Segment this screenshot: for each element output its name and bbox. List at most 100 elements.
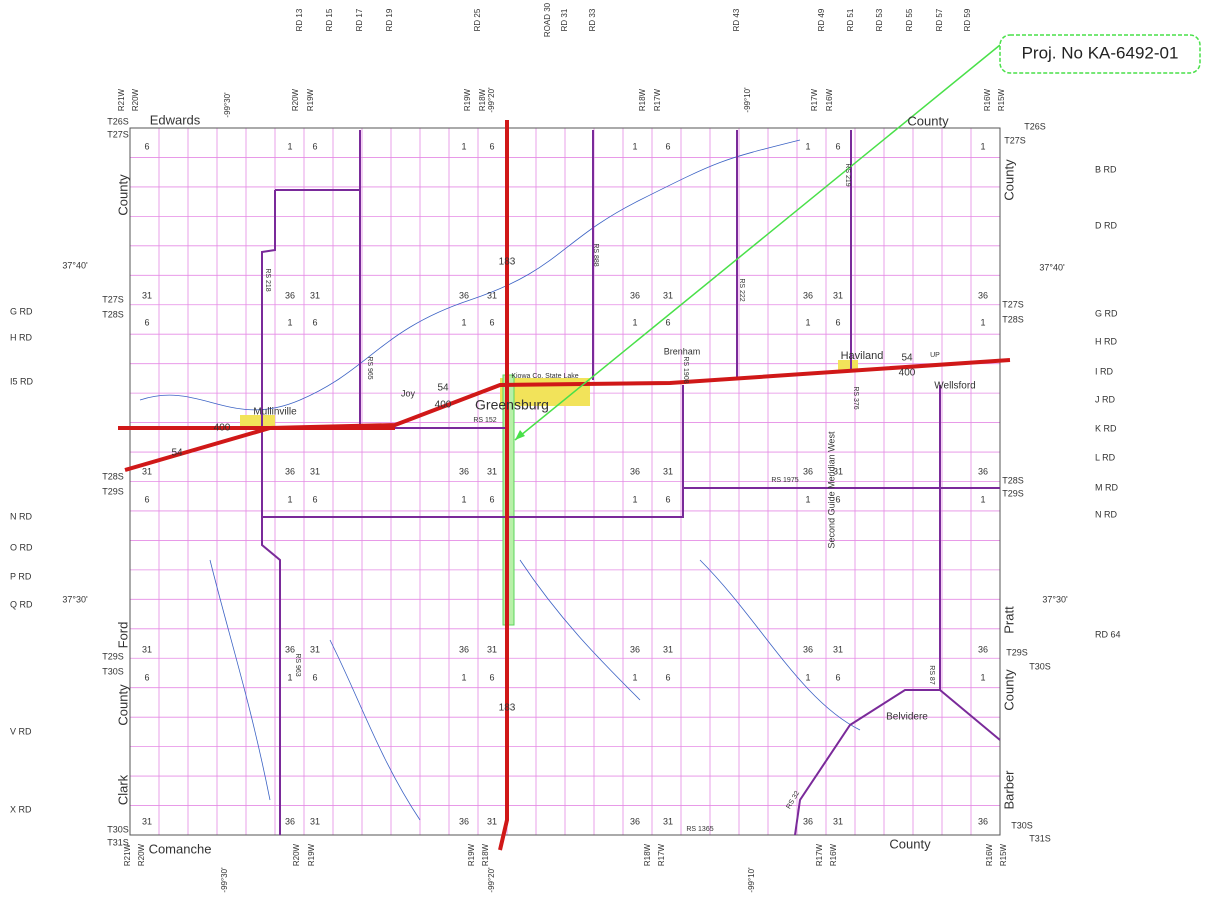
section-number: 31 [487, 644, 497, 654]
section-number: 31 [310, 644, 320, 654]
section-number: 6 [665, 672, 670, 682]
range: R16W [829, 843, 838, 866]
section-number: 36 [978, 466, 988, 476]
road-name: RD 25 [473, 8, 482, 31]
route-label: RS 152 [473, 417, 496, 424]
section-number: 36 [459, 466, 469, 476]
route-label: UP [930, 352, 940, 359]
section-number: 31 [142, 290, 152, 300]
road-name: RD 59 [963, 8, 972, 31]
road-name: M RD [1095, 482, 1118, 492]
section-number: 6 [665, 317, 670, 327]
section-number: 36 [285, 816, 295, 826]
creek [209, 559, 861, 821]
section-number: 1 [980, 141, 985, 151]
route-label: RS 1908 [682, 356, 689, 383]
route-shield: 400 [214, 423, 231, 434]
county-name: County [115, 684, 130, 726]
road-name: I RD [1095, 366, 1114, 376]
road-name: RD 31 [560, 8, 569, 31]
route-label: RS 963 [294, 653, 301, 676]
road-name: J RD [1095, 394, 1116, 404]
section-number: 1 [980, 494, 985, 504]
route-shield: 400 [899, 368, 916, 379]
county-name: Edwards [150, 112, 201, 127]
section-number: 31 [663, 816, 673, 826]
section-number: 1 [287, 672, 292, 682]
road-name: G RD [10, 306, 33, 316]
county-name: County [1001, 669, 1016, 711]
road-name: B RD [1095, 164, 1117, 174]
route-label: RS 87 [928, 665, 935, 685]
section-number: 36 [459, 816, 469, 826]
route-label: RS 1975 [771, 477, 798, 484]
section-number: 31 [833, 816, 843, 826]
road-name: RD 33 [588, 8, 597, 31]
range: R18W [638, 88, 647, 111]
range: R20W [137, 843, 146, 866]
longitude: -99°30' [223, 92, 232, 118]
section-number: 6 [312, 317, 317, 327]
section-number: 31 [487, 290, 497, 300]
section-number: 36 [285, 290, 295, 300]
section-number: 1 [805, 141, 810, 151]
section-number: 31 [310, 290, 320, 300]
section-number: 6 [835, 672, 840, 682]
section-number: 6 [144, 141, 149, 151]
arrowhead [515, 430, 525, 440]
road-name: RD 19 [385, 8, 394, 31]
latitude: 37°40' [62, 260, 88, 270]
route-shield: 54 [901, 353, 913, 364]
road-name: H RD [10, 332, 32, 342]
route-label: RS 219 [844, 163, 851, 186]
section-number: 31 [310, 816, 320, 826]
range: R17W [810, 88, 819, 111]
leader-line [514, 44, 1001, 441]
feature-label: Kiowa Co. State Lake [511, 373, 578, 380]
town-area [240, 415, 275, 429]
range: R18W [481, 843, 490, 866]
road-name: N RD [10, 511, 32, 521]
labels: RD 13 RD 15 RD 17 RD 19 RD 25 ROAD 30 RD 31 RD … [10, 2, 1121, 892]
town-name: Greensburg [475, 397, 549, 413]
section-number: 36 [459, 644, 469, 654]
county-name: Comanche [149, 841, 212, 856]
road-name: RD 13 [295, 8, 304, 31]
township: T28S [1002, 475, 1024, 485]
section-number: 31 [310, 466, 320, 476]
township: T27S [1004, 135, 1026, 145]
section-number: 31 [833, 466, 843, 476]
range: R19W [306, 88, 315, 111]
section-number: 36 [285, 466, 295, 476]
town-name: Haviland [841, 350, 884, 362]
range: R20W [291, 88, 300, 111]
road-name: RD 64 [1095, 629, 1121, 639]
section-number: 6 [312, 141, 317, 151]
feature-label: Second Guide Meridian West [826, 431, 836, 548]
county-name: Barber [1001, 770, 1016, 810]
section-number: 36 [630, 290, 640, 300]
map-frame [129, 127, 1001, 836]
road-name: L RD [1095, 452, 1116, 462]
road-name: RD 43 [732, 8, 741, 31]
range: R16W [985, 843, 994, 866]
section-number: 6 [665, 494, 670, 504]
township: T30S [102, 666, 124, 676]
section-number: 1 [632, 317, 637, 327]
section-number: 36 [285, 644, 295, 654]
township: T28S [102, 471, 124, 481]
township: T28S [1002, 314, 1024, 324]
section-number: 1 [980, 672, 985, 682]
route-label: RS 218 [264, 268, 271, 291]
range: R19W [467, 843, 476, 866]
section-number: 36 [803, 816, 813, 826]
longitude: -99°20' [487, 87, 496, 113]
county-name: Ford [115, 622, 130, 649]
creek [139, 139, 801, 411]
road-name: RD 51 [846, 8, 855, 31]
township: T26S [107, 116, 129, 126]
county-roads [261, 130, 1001, 836]
range: R17W [653, 88, 662, 111]
route-shield: 54 [437, 383, 449, 394]
